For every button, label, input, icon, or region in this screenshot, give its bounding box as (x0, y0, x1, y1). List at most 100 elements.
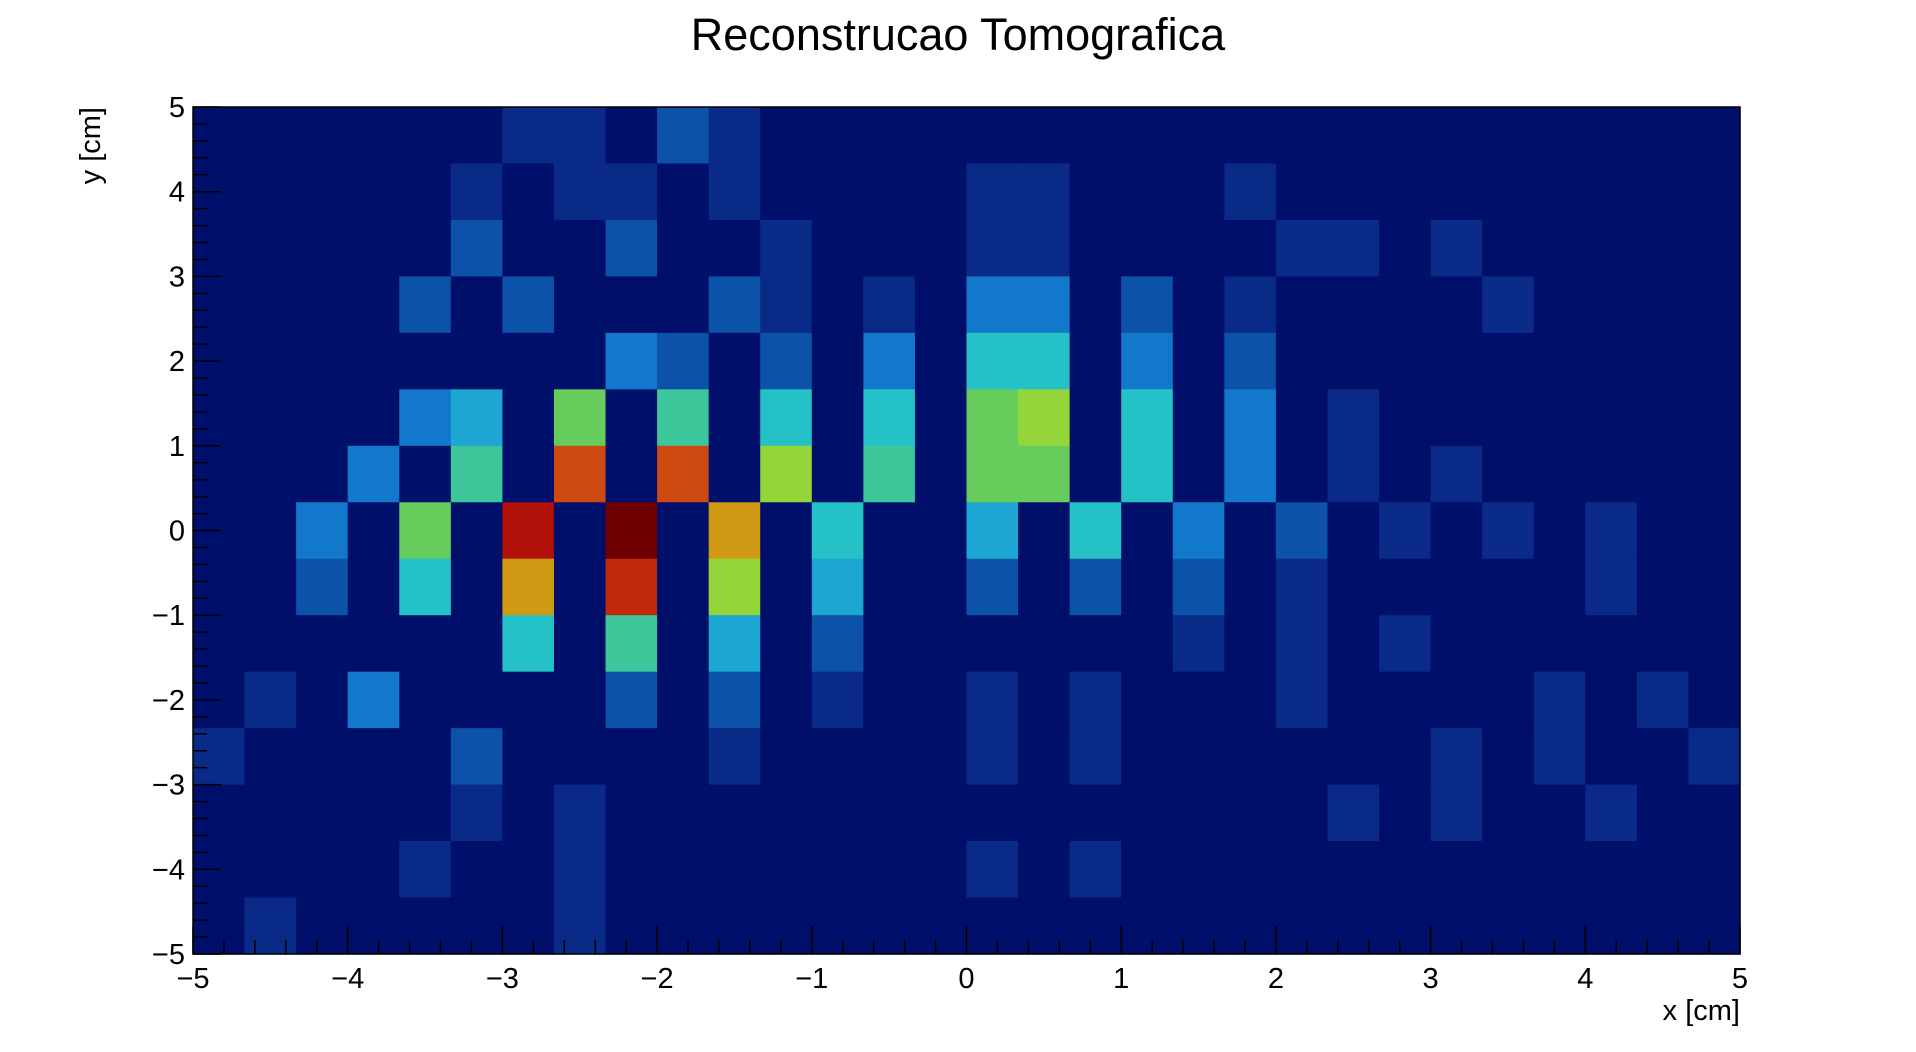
heatmap-cell (1327, 502, 1380, 560)
heatmap-cell (1224, 276, 1277, 334)
heatmap-cell (1069, 163, 1122, 221)
heatmap-cell (1121, 841, 1174, 899)
heatmap-cell (1172, 332, 1225, 390)
heatmap-cell (502, 784, 555, 842)
heatmap-cell (605, 107, 658, 165)
heatmap-cell (1172, 671, 1225, 729)
heatmap-cell (1018, 671, 1071, 729)
heatmap-cell (347, 784, 400, 842)
heatmap-cell (657, 671, 710, 729)
heatmap-cell (760, 219, 813, 277)
heatmap-cell (1430, 445, 1483, 503)
heatmap-cell (863, 897, 916, 955)
heatmap-cell (1379, 389, 1432, 447)
heatmap-cell (1275, 784, 1329, 842)
y-tick-label: −3 (152, 770, 185, 802)
heatmap-cell (708, 897, 761, 955)
heatmap-cell (450, 784, 503, 842)
heatmap-cell (1430, 784, 1483, 842)
heatmap-cell (863, 276, 916, 334)
heatmap-cell (760, 332, 813, 390)
heatmap-cell (1379, 897, 1432, 955)
heatmap-cell (1585, 615, 1638, 673)
heatmap-cell (1327, 332, 1380, 390)
heatmap-cell (1018, 332, 1071, 390)
heatmap-cell (1327, 897, 1380, 955)
heatmap-cell (708, 615, 761, 673)
heatmap-cell (605, 332, 658, 390)
heatmap-cell (399, 502, 452, 560)
heatmap-cell (1069, 332, 1122, 390)
x-tick-label: 4 (1577, 963, 1593, 995)
heatmap-cell (399, 107, 452, 165)
heatmap-cell (244, 389, 297, 447)
heatmap-cell (1430, 332, 1483, 390)
heatmap-cell (1121, 276, 1174, 334)
heatmap-cell (1379, 445, 1432, 503)
heatmap-cell (1585, 219, 1638, 277)
heatmap-cell (553, 389, 607, 447)
heatmap-cell (399, 841, 452, 899)
heatmap-cell (1172, 219, 1225, 277)
heatmap-cell (1482, 897, 1535, 955)
heatmap-cell (1172, 389, 1225, 447)
heatmap-cell (605, 897, 658, 955)
heatmap-cell (553, 332, 607, 390)
heatmap-cell (1533, 502, 1586, 560)
heatmap-cell (1275, 276, 1329, 334)
heatmap-cell (1172, 502, 1225, 560)
y-tick-label: −1 (152, 600, 185, 632)
heatmap-cell (657, 332, 710, 390)
heatmap-cell (1275, 389, 1329, 447)
heatmap-cell (605, 389, 658, 447)
heatmap-cell (1430, 728, 1483, 786)
heatmap-cell (1636, 332, 1690, 390)
heatmap-cell (1379, 163, 1432, 221)
heatmap-cell (708, 502, 761, 560)
heatmap-cell (1688, 615, 1741, 673)
heatmap-cell (708, 332, 761, 390)
heatmap-cell (1688, 389, 1741, 447)
heatmap-cell (553, 219, 607, 277)
heatmap-cell (450, 107, 503, 165)
heatmap-cell (1069, 841, 1122, 899)
heatmap-cell (914, 107, 968, 165)
heatmap-cell (1224, 332, 1277, 390)
heatmap-cell (1533, 841, 1586, 899)
heatmap-cell (193, 615, 246, 673)
heatmap-cell (296, 615, 349, 673)
heatmap-cell (193, 219, 246, 277)
y-axis-title: y [cm] (75, 107, 107, 184)
heatmap-cell (296, 389, 349, 447)
heatmap-cell (1327, 671, 1380, 729)
heatmap-cell (502, 728, 555, 786)
heatmap-cell (450, 841, 503, 899)
heatmap-cell (553, 502, 607, 560)
heatmap-cell (1275, 502, 1329, 560)
heatmap-cell (1069, 107, 1122, 165)
heatmap-cell (553, 841, 607, 899)
heatmap-cell (657, 276, 710, 334)
heatmap-cell (347, 219, 400, 277)
heatmap-cell (1121, 389, 1174, 447)
heatmap-cell (1379, 219, 1432, 277)
heatmap-cell (657, 163, 710, 221)
heatmap-cell (657, 728, 710, 786)
heatmap-cell (1482, 389, 1535, 447)
heatmap-cell (1585, 558, 1638, 616)
heatmap-cell (966, 163, 1019, 221)
heatmap-cell (1018, 502, 1071, 560)
heatmap-cell (1688, 445, 1741, 503)
heatmap-cell (1430, 502, 1483, 560)
heatmap-cell (1533, 445, 1586, 503)
heatmap-cell (553, 163, 607, 221)
heatmap-cell (450, 332, 503, 390)
heatmap-cell (244, 841, 297, 899)
heatmap-cell (708, 784, 761, 842)
heatmap-cell (1275, 671, 1329, 729)
heatmap-cell (914, 389, 968, 447)
heatmap-cell (399, 784, 452, 842)
heatmap-cell (193, 784, 246, 842)
heatmap-cell (1585, 332, 1638, 390)
heatmap-cell (1636, 897, 1690, 955)
